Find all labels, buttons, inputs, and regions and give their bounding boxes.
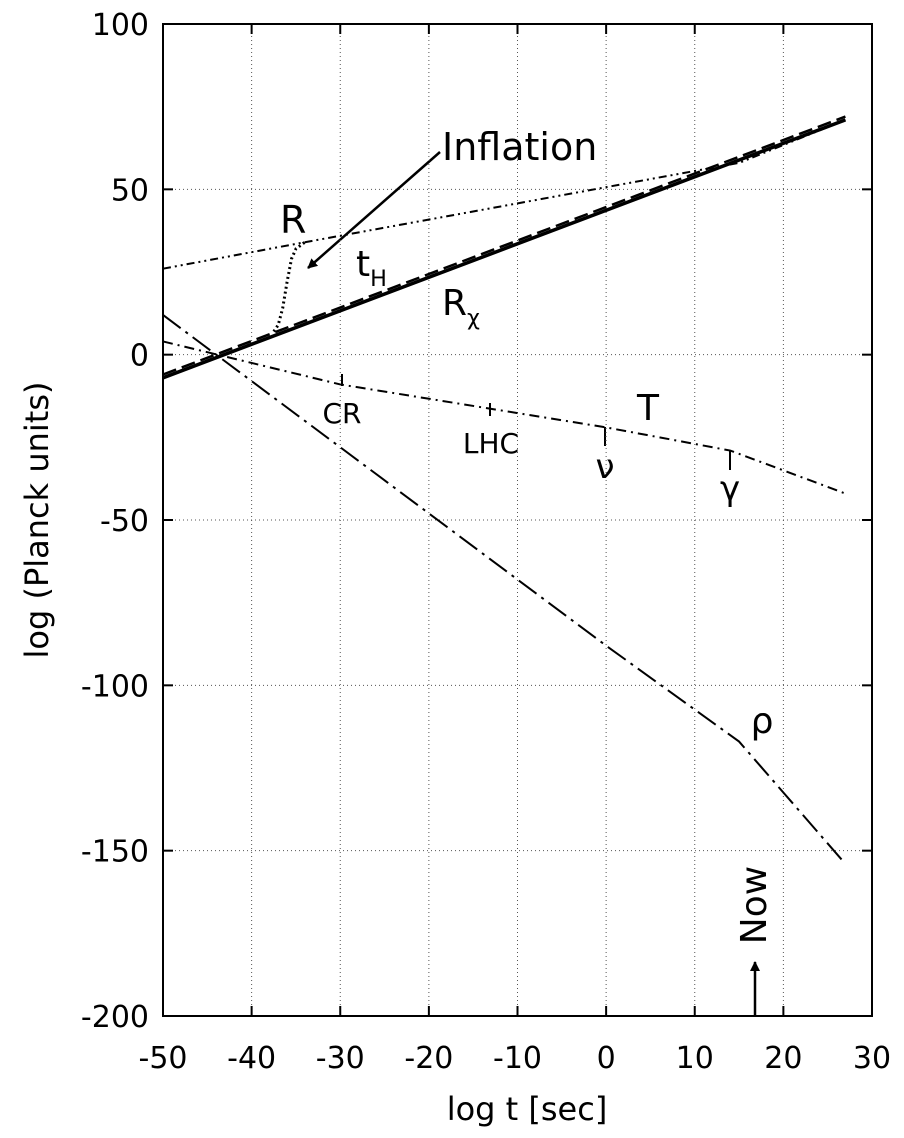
annotation: Inflation [442, 125, 597, 169]
series-line [162, 115, 846, 376]
x-tick-label: 30 [853, 1041, 891, 1076]
y-axis-label: log (Planck units) [18, 382, 56, 659]
annotation: T [636, 388, 660, 429]
annotation: R [280, 198, 306, 242]
x-tick-label: -50 [139, 1041, 188, 1076]
y-tick-label: 100 [92, 8, 149, 43]
series-line [162, 314, 847, 865]
series-line [162, 340, 846, 495]
x-tick-label: -20 [404, 1041, 453, 1076]
annotation: ν [596, 447, 615, 487]
y-tick-label: -150 [81, 835, 149, 870]
inflation-arrow [307, 151, 441, 269]
annotation-text: CR [322, 397, 361, 430]
event-ticks [341, 374, 731, 470]
annotation-text: Now [734, 866, 775, 944]
annotation-text: ρ [751, 701, 774, 742]
y-tick-label: -200 [81, 1000, 149, 1035]
annotation-text: R [280, 198, 306, 242]
annotation: Rχ [442, 283, 480, 331]
annotation-text: ν [596, 447, 615, 487]
y-tick-label: 50 [111, 173, 149, 208]
x-tick-label: 20 [764, 1041, 802, 1076]
series-line [162, 118, 847, 380]
annotation-text: t [356, 244, 370, 285]
annotation-text: R [442, 283, 467, 324]
x-tick-label: -10 [493, 1041, 542, 1076]
annotation: γ [720, 469, 740, 509]
annotation-text: γ [720, 469, 740, 509]
y-tick-label: 0 [130, 339, 149, 374]
annotation: LHC [463, 427, 519, 460]
x-tick-label: -30 [316, 1041, 365, 1076]
annotation: tH [356, 244, 387, 292]
x-tick-label: 10 [676, 1041, 714, 1076]
annotation-text: LHC [463, 427, 519, 460]
y-tick-label: -100 [81, 669, 149, 704]
y-tick-label: -50 [100, 504, 149, 539]
annotation: CR [322, 397, 361, 430]
x-axis-label: log t [sec] [447, 1090, 608, 1128]
series-line [272, 241, 306, 333]
plot-frame [162, 23, 873, 1017]
x-tick-label: -40 [227, 1041, 276, 1076]
annotation-subscript: χ [467, 305, 480, 331]
annotation-text: T [636, 388, 660, 429]
x-tick-label: 0 [597, 1041, 616, 1076]
annotation-text: Inflation [442, 125, 597, 169]
series-line [162, 118, 846, 270]
annotation: Now [734, 866, 775, 944]
annotation: ρ [751, 701, 774, 742]
annotation-subscript: H [370, 266, 387, 292]
